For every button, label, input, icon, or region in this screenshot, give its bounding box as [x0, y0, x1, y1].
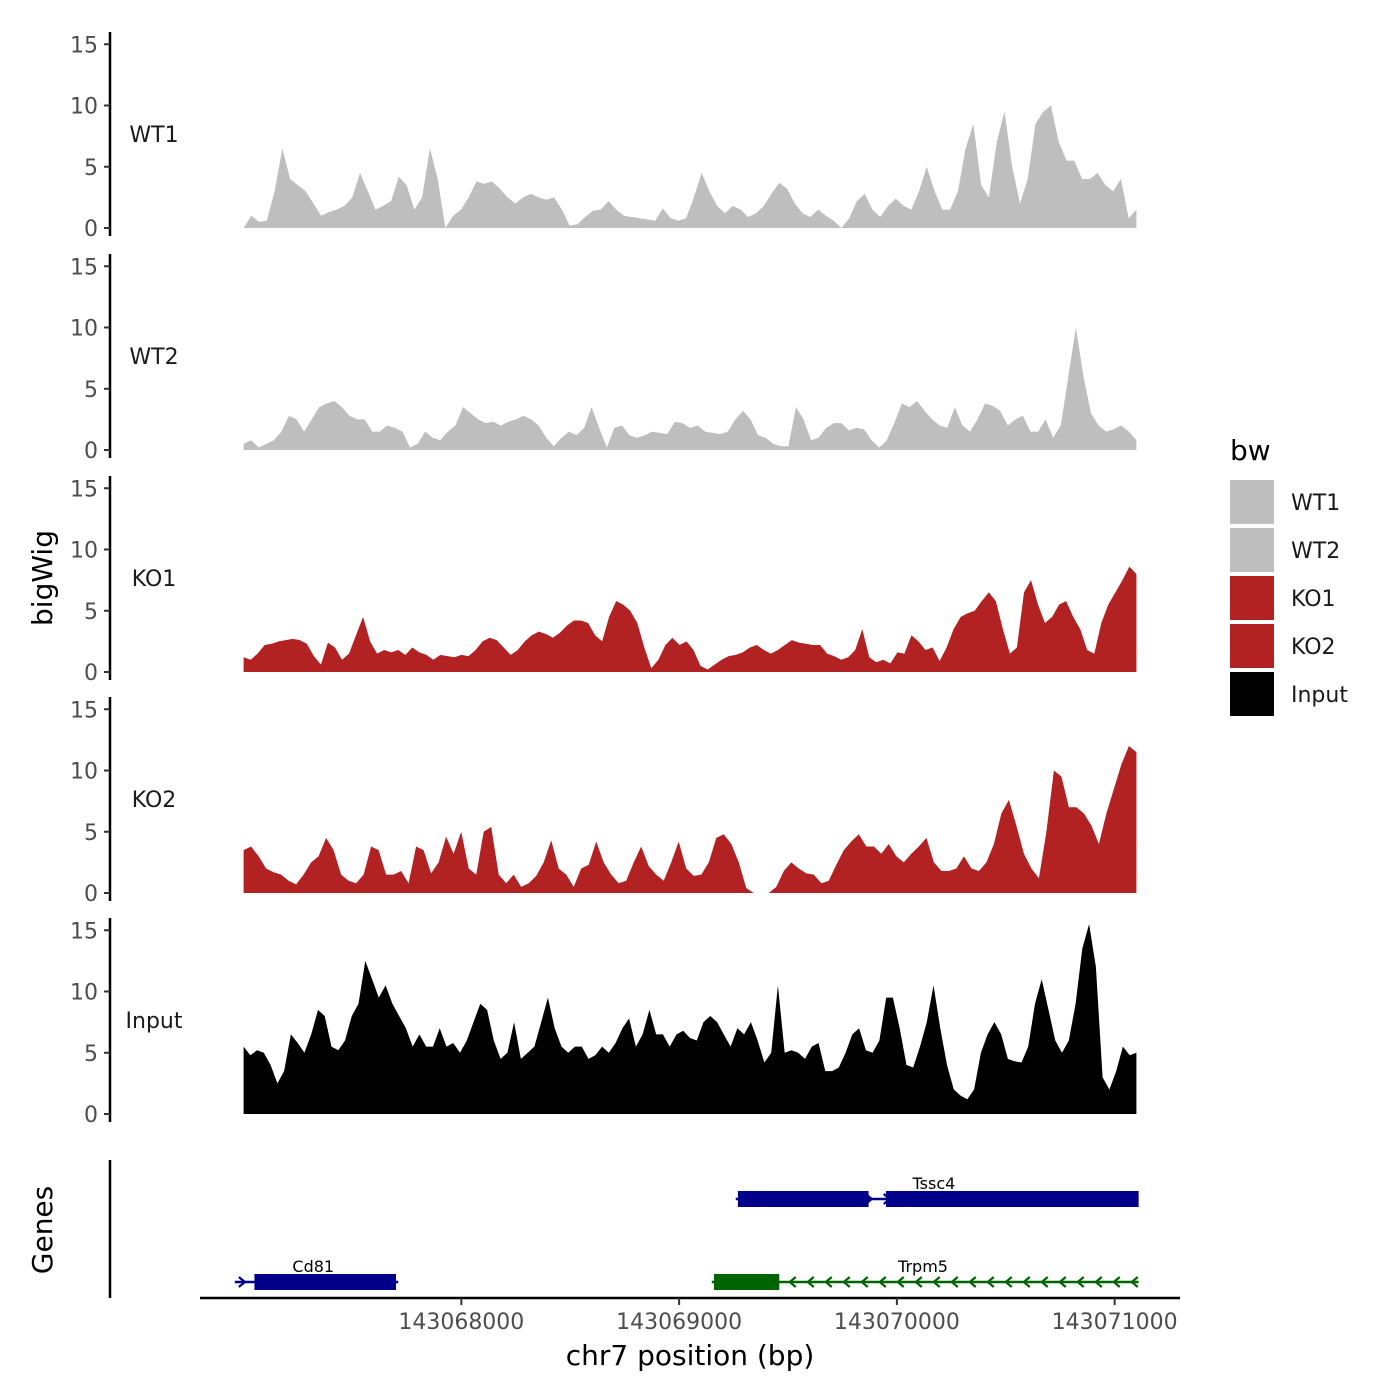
- gene-label-cd81: Cd81: [292, 1257, 334, 1276]
- gene-label-trpm5: Trpm5: [897, 1257, 948, 1276]
- x-tick-label: 143068000: [398, 1310, 524, 1335]
- y-tick-label: 10: [70, 981, 98, 1006]
- area-input: [243, 924, 1137, 1114]
- legend: WT1 WT2 KO1 KO2 Input: [1230, 480, 1348, 716]
- x-axis: 143068000 143069000 143070000 143071000: [200, 1296, 1180, 1335]
- strand-arrow: [1112, 1276, 1121, 1288]
- strand-arrow: [1004, 1276, 1013, 1288]
- track-label-ko2: KO2: [132, 788, 177, 813]
- y-tick-label: 10: [70, 539, 98, 564]
- y-tick-label: 5: [84, 821, 98, 846]
- y-axis-title: bigWig: [26, 530, 59, 626]
- y-tick-label: 0: [84, 1103, 98, 1128]
- gene-label-tssc4: Tssc4: [912, 1174, 956, 1193]
- gene-trpm5: Trpm5: [711, 1257, 1139, 1290]
- legend-label: KO1: [1291, 587, 1336, 612]
- strand-arrow: [1022, 1276, 1031, 1288]
- genes-panel: Tssc4 Cd81 Trpm5: [108, 1160, 1139, 1298]
- strand-arrow: [968, 1276, 977, 1288]
- track-wt2: 0 5 10 15 WT2: [70, 254, 1137, 464]
- track-ko1: 0 5 10 15 KO1: [70, 476, 1137, 686]
- legend-title: bw: [1230, 434, 1271, 467]
- y-tick-label: 5: [84, 1042, 98, 1067]
- legend-item-input: Input: [1230, 672, 1348, 716]
- y-tick-label: 15: [70, 255, 98, 280]
- track-ko2: 0 5 10 15 KO2: [70, 697, 1137, 907]
- strand-arrow: [788, 1276, 797, 1288]
- strand-arrow: [1076, 1276, 1085, 1288]
- y-tick-label: 15: [70, 698, 98, 723]
- exon-block: [254, 1274, 396, 1290]
- x-tick-label: 143069000: [616, 1310, 742, 1335]
- x-tick-label: 143071000: [1052, 1310, 1178, 1335]
- strand-arrow: [986, 1276, 995, 1288]
- y-tick-label: 15: [70, 33, 98, 58]
- strand-arrow: [824, 1276, 833, 1288]
- y-tick-label: 15: [70, 919, 98, 944]
- y-tick-label: 5: [84, 156, 98, 181]
- strand-arrow: [1094, 1276, 1103, 1288]
- legend-swatch: [1230, 528, 1274, 572]
- strand-arrow: [896, 1276, 905, 1288]
- legend-item-wt1: WT1: [1230, 480, 1340, 524]
- strand-arrow: [932, 1276, 941, 1288]
- y-tick-label: 0: [84, 882, 98, 907]
- track-label-wt2: WT2: [129, 345, 178, 370]
- y-tick-label: 0: [84, 661, 98, 686]
- strand-arrow: [1058, 1276, 1067, 1288]
- strand-arrow: [842, 1276, 851, 1288]
- strand-arrow: [950, 1276, 959, 1288]
- legend-swatch: [1230, 480, 1274, 524]
- gene-tssc4: Tssc4: [735, 1174, 1139, 1207]
- legend-label: KO2: [1291, 635, 1336, 660]
- area-wt2: [243, 327, 1137, 450]
- strand-arrow: [878, 1276, 887, 1288]
- legend-item-ko2: KO2: [1230, 624, 1336, 668]
- genes-axis-title: Genes: [26, 1186, 59, 1274]
- legend-label: Input: [1291, 683, 1348, 708]
- strand-arrow: [860, 1276, 869, 1288]
- track-panels: 0 5 10 15 WT1 0 5 10 15 WT2 0 5 10 15 KO1 0 5 10 15 KO2 0 5 10…: [70, 32, 1137, 1128]
- legend-label: WT2: [1291, 539, 1340, 564]
- track-label-wt1: WT1: [129, 123, 178, 148]
- strand-arrow: [238, 1276, 247, 1288]
- legend-swatch: [1230, 576, 1274, 620]
- x-axis-title: chr7 position (bp): [566, 1339, 815, 1372]
- legend-swatch: [1230, 624, 1274, 668]
- legend-label: WT1: [1291, 491, 1340, 516]
- track-input: 0 5 10 15 Input: [70, 918, 1137, 1128]
- area-wt1: [243, 105, 1137, 228]
- y-tick-label: 10: [70, 760, 98, 785]
- y-tick-label: 15: [70, 477, 98, 502]
- track-label-ko1: KO1: [132, 567, 177, 592]
- area-ko1: [243, 566, 1137, 672]
- strand-arrow: [914, 1276, 923, 1288]
- y-tick-label: 5: [84, 600, 98, 625]
- track-label-input: Input: [126, 1009, 183, 1034]
- strand-arrow: [1130, 1276, 1139, 1288]
- legend-swatch: [1230, 672, 1274, 716]
- area-ko2: [243, 746, 1137, 893]
- y-tick-label: 10: [70, 317, 98, 342]
- strand-arrow: [1040, 1276, 1049, 1288]
- exon-block: [713, 1274, 780, 1290]
- x-tick-label: 143070000: [834, 1310, 960, 1335]
- exon-block: [737, 1191, 869, 1207]
- y-tick-label: 10: [70, 95, 98, 120]
- exon-block: [886, 1191, 1139, 1207]
- y-tick-label: 0: [84, 439, 98, 464]
- legend-item-wt2: WT2: [1230, 528, 1340, 572]
- y-tick-label: 5: [84, 378, 98, 403]
- gene-cd81: Cd81: [234, 1257, 399, 1290]
- track-wt1: 0 5 10 15 WT1: [70, 32, 1137, 242]
- y-tick-label: 0: [84, 217, 98, 242]
- strand-arrow: [806, 1276, 815, 1288]
- legend-item-ko1: KO1: [1230, 576, 1336, 620]
